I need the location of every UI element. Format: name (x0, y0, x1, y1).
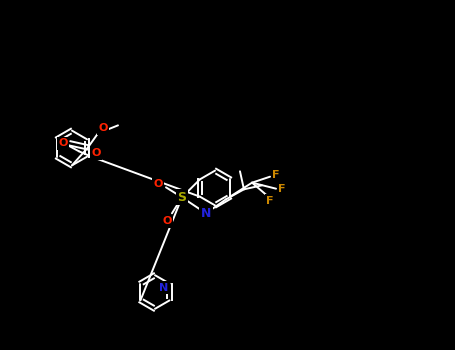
Text: N: N (159, 282, 168, 293)
Text: F: F (278, 184, 286, 194)
Text: O: O (162, 216, 172, 226)
Text: O: O (98, 123, 108, 133)
Text: F: F (266, 196, 274, 206)
Text: N: N (201, 207, 211, 220)
Text: O: O (153, 179, 162, 189)
Text: F: F (272, 170, 280, 180)
Text: O: O (58, 138, 68, 148)
Text: S: S (177, 191, 187, 204)
Text: O: O (91, 148, 101, 158)
